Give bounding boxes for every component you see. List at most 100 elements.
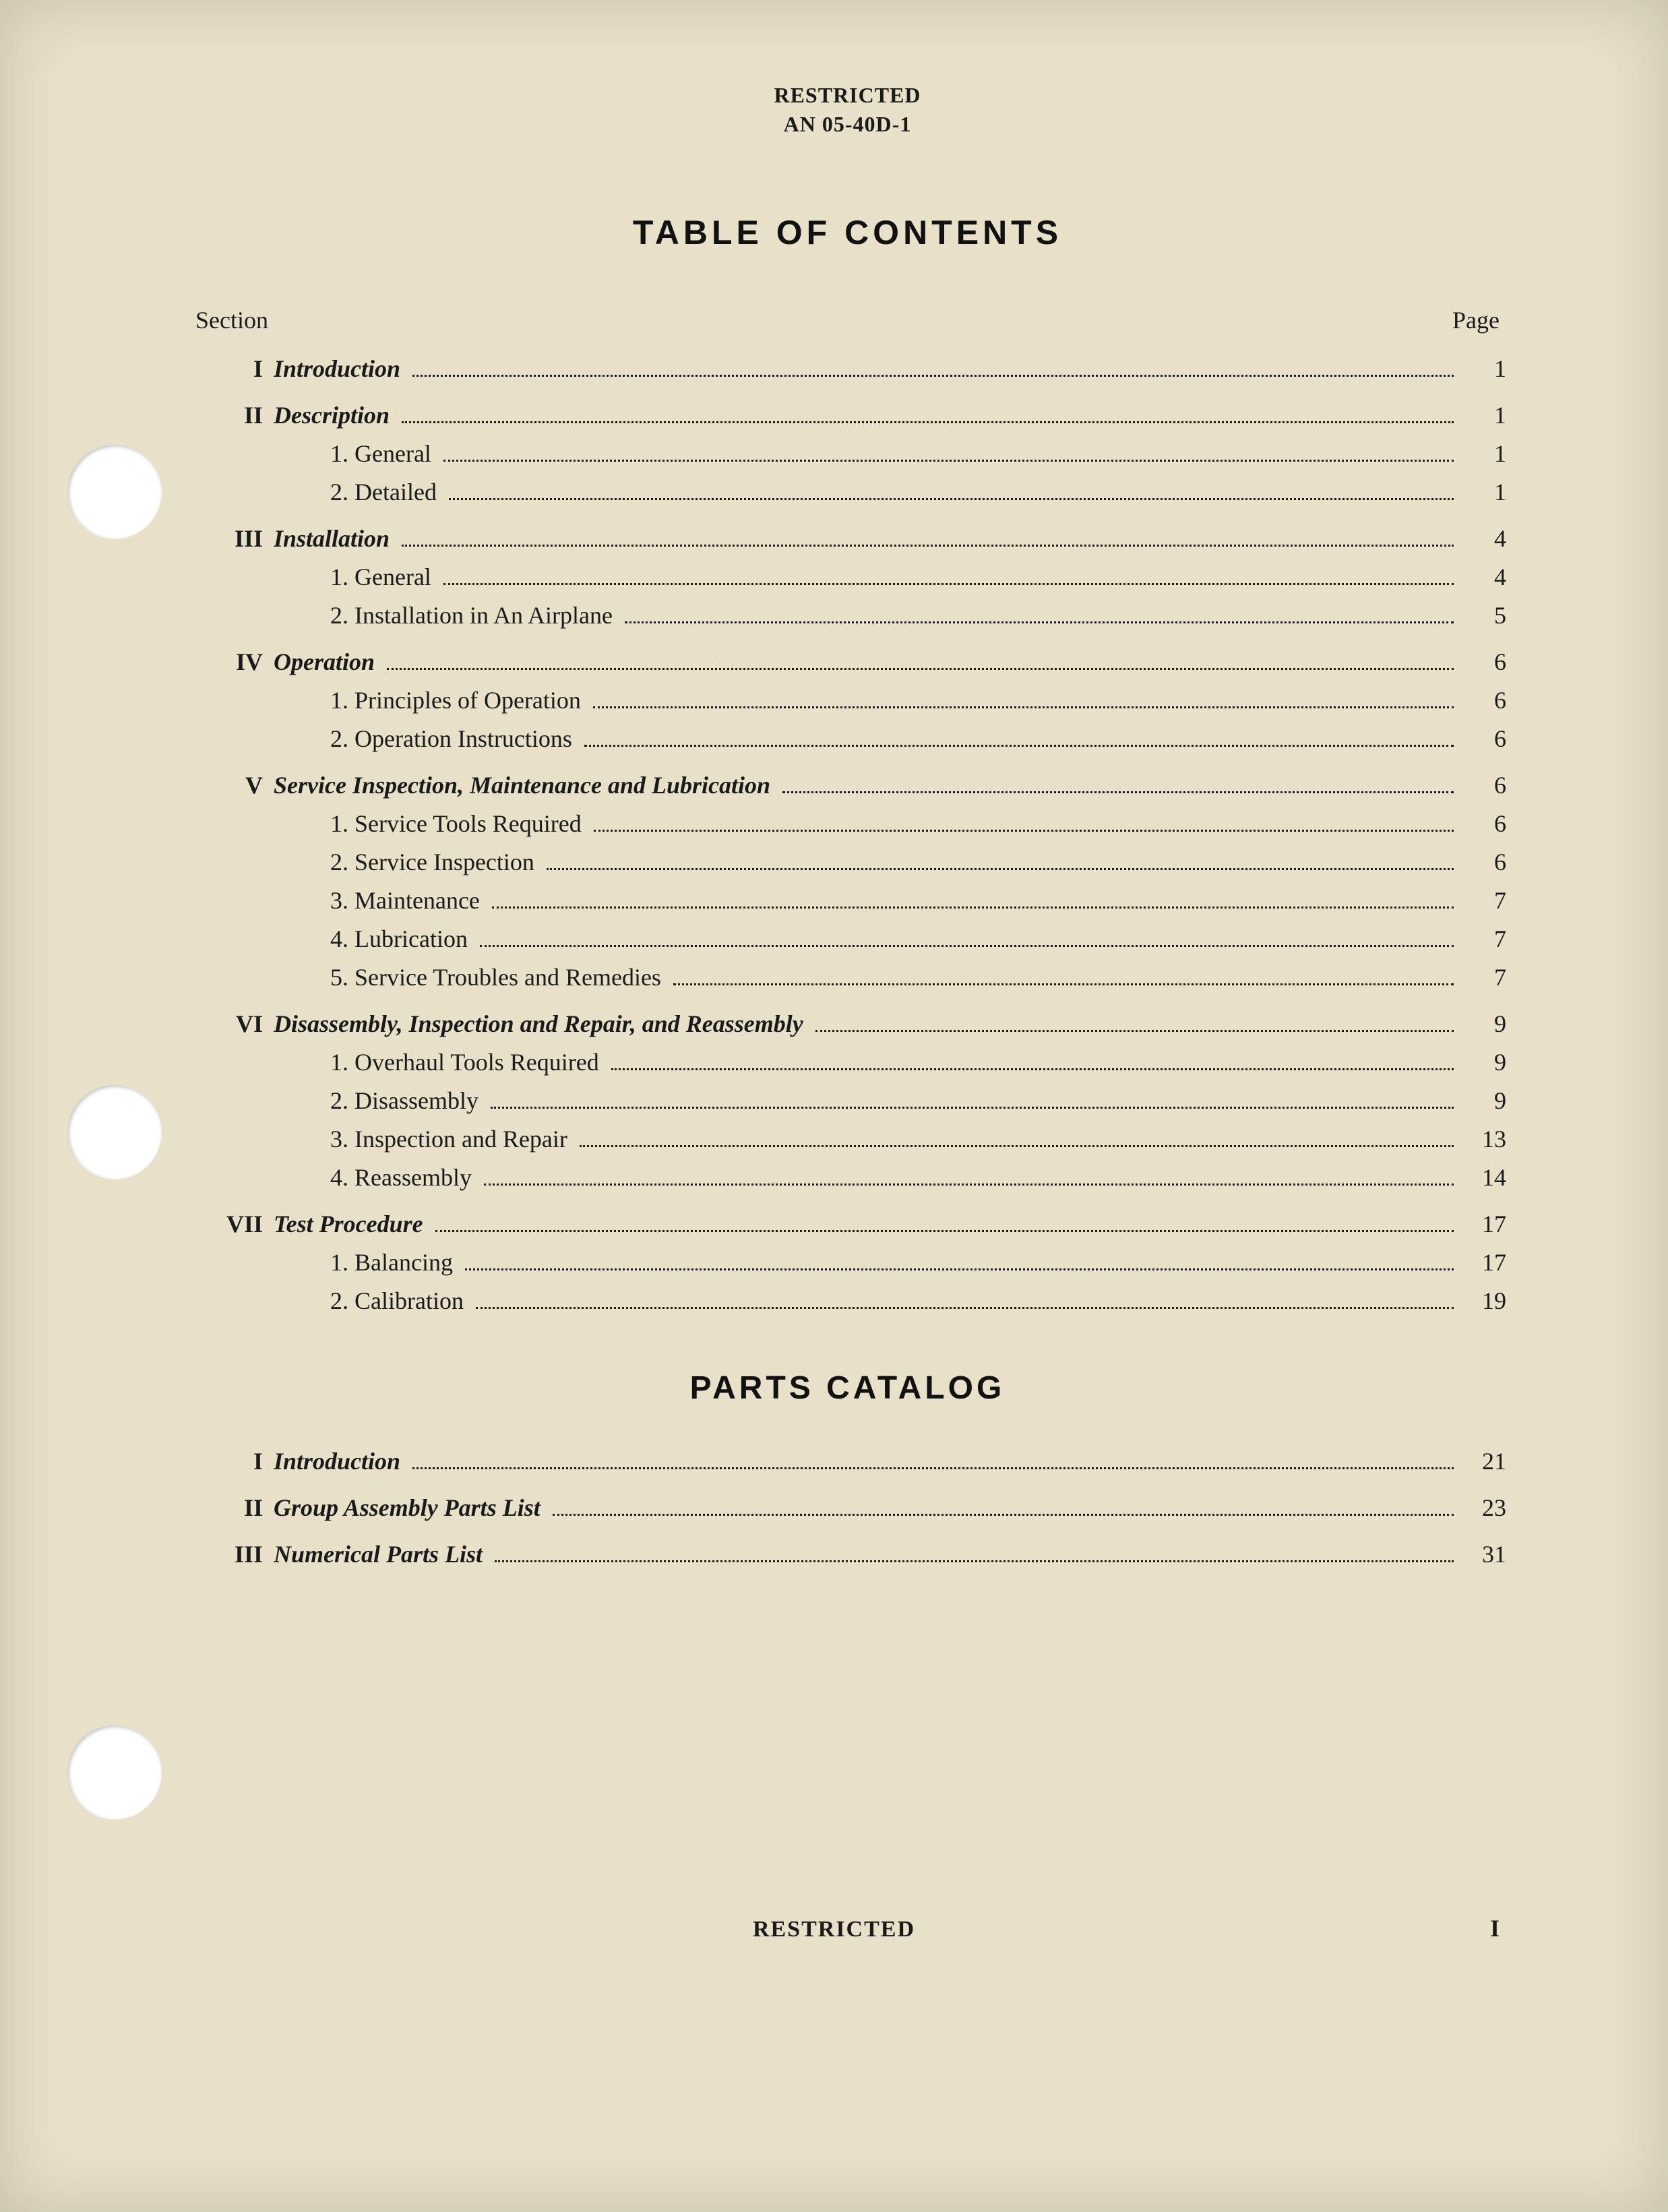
toc-sub-row: 1. Overhaul Tools Required 9 (189, 1048, 1506, 1077)
parts-catalog-title: PARTS CATALOG (189, 1370, 1506, 1407)
section-page: 6 (1459, 771, 1506, 799)
sub-title: 1. General (330, 563, 438, 591)
section-page: 1 (1459, 401, 1506, 429)
section-number: VII (189, 1210, 274, 1238)
toc-sub-row: 5. Service Troubles and Remedies7 (189, 963, 1506, 992)
toc-section-row: VService Inspection, Maintenance and Lub… (189, 771, 1506, 800)
sub-title: 2. Operation Instructions (330, 725, 579, 753)
section-page: 6 (1459, 648, 1506, 676)
dot-leader (412, 1467, 1454, 1469)
dot-leader (465, 1268, 1454, 1270)
sub-title: 2. Detailed (330, 478, 443, 506)
toc-sub-row: 2. Disassembly9 (189, 1086, 1506, 1115)
section-number: II (189, 1494, 274, 1522)
sub-title: 4. Reassembly (330, 1163, 478, 1192)
section-title: Disassembly, Inspection and Repair, and … (274, 1010, 810, 1038)
section-title: Numerical Parts List (274, 1540, 489, 1568)
sub-page: 6 (1459, 848, 1506, 876)
document-number: AN 05-40D-1 (189, 110, 1506, 139)
toc-sub-row: 2. Installation in An Airplane5 (189, 601, 1506, 630)
punch-hole (67, 1085, 162, 1179)
col-section-label: Section (195, 306, 268, 334)
toc-sub-row: 3. Inspection and Repair13 (189, 1125, 1506, 1154)
toc-title: TABLE OF CONTENTS (189, 213, 1506, 252)
classification-bottom: RESTRICTED (0, 1917, 1668, 1942)
sub-title: 1. Overhaul Tools Required (330, 1048, 606, 1076)
toc-sub-row: 1. General1 (189, 439, 1506, 468)
punch-hole (67, 445, 162, 539)
section-page: 21 (1459, 1447, 1506, 1475)
dot-leader (412, 375, 1454, 377)
toc-section: VIITest Procedure 17 1. Balancing 17 2. Cali… (189, 1210, 1506, 1316)
toc-sub-row: 3. Maintenance7 (189, 886, 1506, 915)
toc-sub-row: 2. Service Inspection6 (189, 848, 1506, 877)
toc-section: VIDisassembly, Inspection and Repair, an… (189, 1010, 1506, 1192)
dot-leader (402, 421, 1454, 423)
dot-leader (815, 1030, 1454, 1032)
sub-title: 1. General (330, 439, 438, 468)
dot-leader (387, 668, 1454, 670)
section-number: V (189, 771, 274, 799)
section-page: 23 (1459, 1494, 1506, 1522)
sub-page: 6 (1459, 725, 1506, 753)
dot-leader (495, 1560, 1454, 1562)
toc-section: IIntroduction1 (189, 355, 1506, 383)
toc-section-row: IIntroduction21 (189, 1447, 1506, 1476)
section-title: Operation (274, 648, 381, 676)
section-number: IV (189, 648, 274, 676)
section-title: Description (274, 401, 396, 429)
dot-leader (625, 621, 1454, 623)
toc-section: IIGroup Assembly Parts List 23 (189, 1494, 1506, 1523)
section-number: I (189, 1447, 274, 1475)
section-page: 31 (1459, 1540, 1506, 1568)
section-title: Test Procedure (274, 1210, 430, 1238)
sub-page: 9 (1459, 1048, 1506, 1076)
dot-leader (402, 545, 1454, 547)
toc-section-row: IIDescription 1 (189, 401, 1506, 430)
dot-leader (593, 706, 1454, 708)
dot-leader (547, 868, 1454, 870)
toc-section-row: IIntroduction1 (189, 355, 1506, 383)
toc-section-row: VIDisassembly, Inspection and Repair, an… (189, 1010, 1506, 1039)
section-number: II (189, 401, 274, 429)
toc-sub-row: 1. Principles of Operation 6 (189, 686, 1506, 715)
dot-leader (449, 498, 1454, 500)
sub-page: 17 (1459, 1248, 1506, 1277)
dot-leader (443, 583, 1454, 585)
toc-section-row: IVOperation 6 (189, 648, 1506, 677)
sub-page: 6 (1459, 686, 1506, 714)
sub-page: 4 (1459, 563, 1506, 591)
section-number: I (189, 355, 274, 383)
dot-leader (553, 1514, 1454, 1516)
toc-sub-row: 4. Reassembly 14 (189, 1163, 1506, 1192)
sub-title: 1. Balancing (330, 1248, 460, 1277)
sub-page: 14 (1459, 1163, 1506, 1192)
punch-hole (67, 1725, 162, 1820)
toc-section-row: IIIInstallation4 (189, 524, 1506, 553)
sub-page: 7 (1459, 925, 1506, 953)
dot-leader (476, 1307, 1454, 1309)
section-page: 17 (1459, 1210, 1506, 1238)
section-title: Group Assembly Parts List (274, 1494, 547, 1522)
col-page-label: Page (1452, 306, 1500, 334)
toc-section: IIINumerical Parts List31 (189, 1540, 1506, 1569)
sub-title: 2. Installation in An Airplane (330, 601, 619, 629)
toc-parts: IIntroduction21 IIGroup Assembly Parts Li… (189, 1447, 1506, 1569)
toc-section: VService Inspection, Maintenance and Lub… (189, 771, 1506, 992)
sub-title: 4. Lubrication (330, 925, 474, 953)
dot-leader (611, 1068, 1454, 1070)
dot-leader (782, 791, 1454, 793)
dot-leader (673, 983, 1454, 985)
sub-title: 2. Calibration (330, 1287, 470, 1315)
toc-main: IIntroduction1 IIDescription 1 1. General1 2… (189, 355, 1506, 1316)
dot-leader (484, 1184, 1454, 1186)
toc-sub-row: 2. Detailed1 (189, 478, 1506, 507)
section-page: 4 (1459, 524, 1506, 553)
sub-title: 2. Disassembly (330, 1086, 485, 1115)
sub-title: 3. Inspection and Repair (330, 1125, 574, 1153)
dot-leader (435, 1230, 1454, 1232)
toc-section-row: IIGroup Assembly Parts List 23 (189, 1494, 1506, 1523)
section-page: 9 (1459, 1010, 1506, 1038)
classification-top: RESTRICTED (189, 81, 1506, 110)
sub-title: 1. Principles of Operation (330, 686, 588, 714)
